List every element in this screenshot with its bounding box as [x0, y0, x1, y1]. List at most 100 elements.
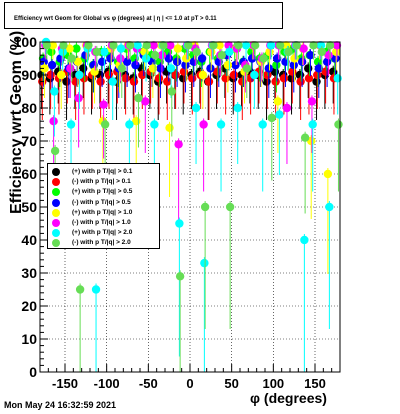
data-point	[157, 51, 167, 60]
data-point	[48, 41, 58, 50]
data-point	[263, 70, 272, 80]
data-point	[273, 97, 283, 106]
data-point	[131, 60, 140, 70]
data-point	[141, 54, 151, 63]
data-point	[325, 202, 334, 212]
data-point	[213, 67, 222, 76]
data-point	[75, 70, 84, 80]
legend-marker	[52, 229, 60, 238]
data-point	[42, 41, 51, 50]
data-point	[332, 47, 341, 57]
data-point	[206, 64, 215, 73]
data-point	[46, 70, 55, 80]
data-point	[97, 57, 107, 66]
data-point	[250, 41, 260, 50]
data-point	[225, 47, 234, 57]
legend-label: (-) with p T/|q| > 2.0	[72, 239, 131, 247]
data-point	[204, 77, 214, 86]
data-point	[125, 120, 134, 129]
data-point	[231, 60, 240, 70]
data-point	[215, 41, 224, 50]
data-point	[104, 70, 114, 80]
y-tick-label: 20	[21, 298, 37, 314]
data-point	[166, 64, 176, 73]
legend-marker	[52, 198, 60, 207]
data-point	[242, 64, 251, 73]
data-point	[300, 133, 310, 142]
data-point	[72, 44, 81, 53]
data-point	[216, 120, 226, 129]
data-point	[122, 57, 132, 66]
data-point	[125, 41, 135, 50]
data-point	[199, 120, 208, 129]
x-tick-label: 0	[186, 376, 193, 391]
data-point	[100, 47, 109, 57]
data-point	[163, 77, 172, 86]
y-tick-label: 30	[21, 265, 37, 281]
legend-label: (-) with p T/|q| > 0.5	[72, 198, 131, 206]
data-point	[142, 41, 151, 50]
chart-title: Efficiency wrt Geom for Global vs φ (deg…	[14, 16, 217, 22]
legend-marker	[52, 178, 60, 187]
data-point	[316, 41, 326, 50]
data-point	[116, 54, 125, 63]
data-point	[234, 41, 243, 50]
data-point	[156, 64, 165, 73]
data-point	[159, 41, 168, 50]
data-point	[167, 87, 176, 96]
data-point	[192, 47, 201, 57]
data-point	[96, 77, 105, 86]
data-point	[300, 235, 309, 245]
legend-marker	[52, 208, 60, 217]
data-point	[149, 41, 158, 50]
data-point	[99, 100, 108, 109]
data-point	[271, 77, 280, 86]
data-point	[282, 103, 292, 113]
series-6	[41, 37, 342, 372]
legend-marker	[52, 239, 60, 248]
data-point	[129, 77, 139, 86]
data-point	[247, 54, 257, 63]
data-point	[74, 93, 83, 103]
data-point	[171, 70, 180, 80]
x-tick-label: -150	[52, 376, 78, 391]
data-point	[173, 44, 183, 53]
data-point	[313, 70, 322, 80]
data-point	[182, 54, 191, 63]
data-point	[250, 70, 259, 80]
legend-label: (+) with p T/|q| > 1.0	[72, 208, 133, 216]
data-point	[138, 70, 147, 80]
data-point	[109, 41, 118, 50]
y-tick-label: 50	[21, 199, 37, 215]
data-point	[181, 60, 190, 70]
data-point	[259, 54, 268, 63]
data-point	[334, 120, 343, 129]
x-tick-label: -50	[139, 376, 158, 391]
data-point	[323, 169, 333, 179]
data-point	[90, 67, 99, 76]
data-point	[106, 54, 115, 63]
data-point	[164, 54, 173, 63]
data-point	[266, 41, 276, 50]
y-axis-ticks: 0 10 20 30 40 50 60 70 80 90 100	[14, 34, 48, 380]
data-point	[264, 64, 273, 73]
data-point	[267, 113, 276, 123]
data-point	[117, 64, 126, 73]
y-tick-label: 0	[29, 364, 37, 380]
data-point	[233, 103, 242, 113]
data-point	[229, 70, 239, 80]
data-point	[75, 285, 85, 294]
data-point	[174, 140, 183, 149]
data-point	[304, 64, 313, 73]
legend-label: (-) with p T/|q| > 1.0	[72, 219, 131, 226]
data-point	[84, 41, 93, 50]
data-point	[322, 57, 332, 66]
data-point	[50, 146, 60, 156]
data-point	[188, 74, 197, 83]
data-point	[296, 77, 305, 86]
data-point	[265, 47, 274, 57]
data-point	[313, 57, 323, 66]
data-point	[304, 74, 314, 83]
data-point	[225, 202, 235, 212]
data-point	[47, 47, 56, 57]
